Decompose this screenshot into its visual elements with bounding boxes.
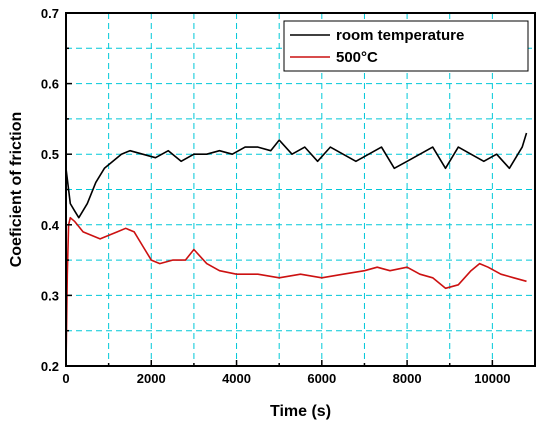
legend: room temperature 500°C xyxy=(283,20,529,72)
grid xyxy=(66,13,535,366)
y-tick-label: 0.5 xyxy=(41,147,59,162)
y-tick-label: 0.4 xyxy=(41,218,60,233)
x-tick-label: 6000 xyxy=(307,371,336,386)
x-tick-label: 0 xyxy=(62,371,69,386)
y-axis: 0.2 0.3 0.4 0.5 0.6 0.7 xyxy=(41,6,72,374)
y-tick-label: 0.6 xyxy=(41,77,59,92)
legend-label-500c: 500°C xyxy=(336,49,378,66)
legend-box xyxy=(283,20,529,72)
y-tick-label: 0.3 xyxy=(41,288,59,303)
x-axis: 0 2000 4000 6000 8000 10000 xyxy=(62,360,536,386)
y-axis-title: Coeficient of friction xyxy=(8,112,25,268)
y-tick-label: 0.7 xyxy=(41,6,59,21)
y-tick-label: 0.2 xyxy=(41,359,59,374)
x-tick-label: 10000 xyxy=(474,371,510,386)
series-layer xyxy=(65,132,528,367)
x-tick-label: 4000 xyxy=(222,371,251,386)
series-line-500c xyxy=(65,216,527,367)
series-line-room-temperature xyxy=(65,132,528,219)
x-axis-title: Time (s) xyxy=(270,403,331,420)
x-tick-label: 2000 xyxy=(137,371,166,386)
x-tick-label: 8000 xyxy=(393,371,422,386)
legend-label-room-temperature: room temperature xyxy=(336,27,464,44)
